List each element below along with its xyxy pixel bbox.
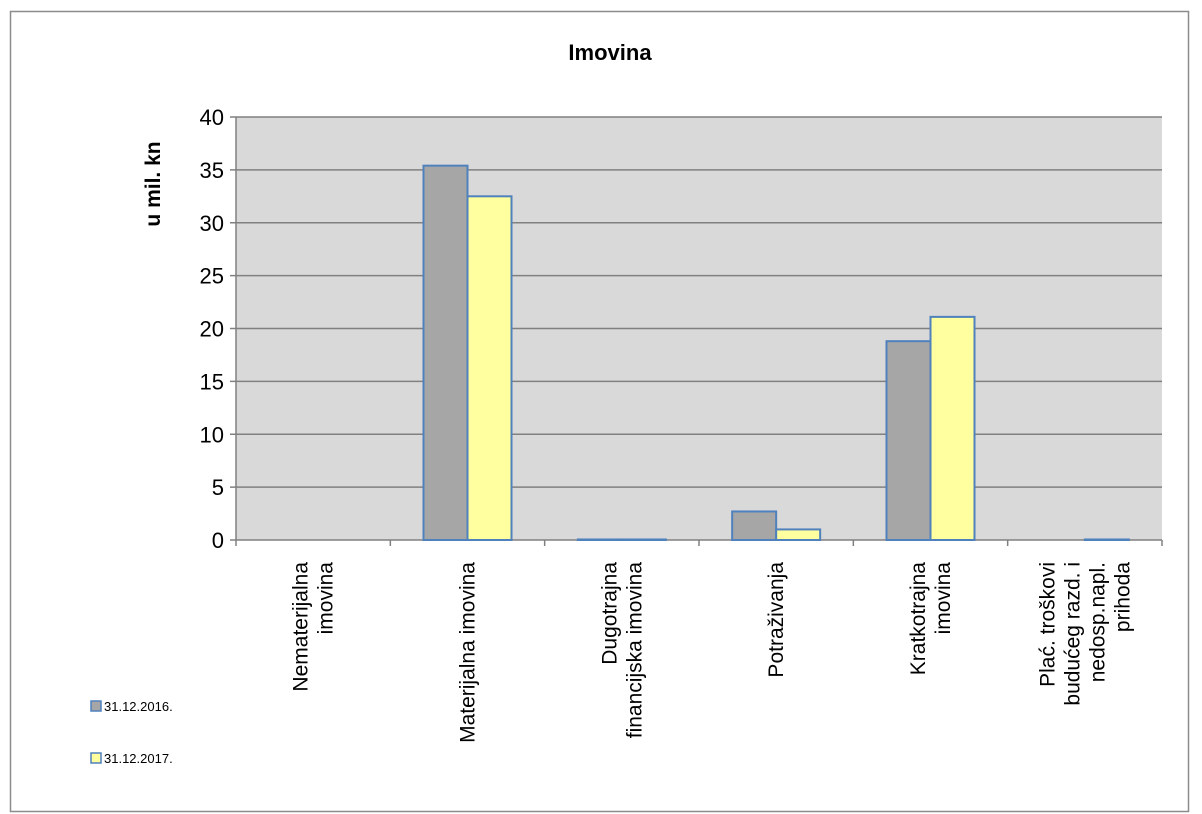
category-label-line: imovina: [315, 562, 338, 635]
category-label-line: Potraživanja: [765, 562, 788, 678]
category-label-line: prihoda: [1111, 562, 1134, 632]
bar: [1083, 538, 1130, 542]
legend-item: 31.12.2016.: [90, 699, 173, 714]
category-label-line: Materijalna imovina: [457, 562, 480, 743]
y-tick-label: 40: [200, 105, 224, 130]
legend-item: 31.12.2017.: [90, 751, 173, 766]
category-label: Plać. troškovi budućeg razd. i nedosp.napl…: [1036, 562, 1134, 706]
bar: [885, 340, 932, 541]
bar: [929, 315, 976, 541]
legend-label: 31.12.2016.: [104, 699, 173, 714]
category-label-line: Nematerijalna: [290, 562, 313, 692]
y-tick-label: 0: [212, 528, 224, 553]
chart-title: Imovina: [568, 40, 652, 65]
category-label: Kratkotrajna imovina: [907, 562, 955, 676]
y-axis-label: u mil. kn: [142, 141, 165, 226]
category-label: Dugotrajna financijska imovina: [598, 562, 646, 739]
y-tick-label: 30: [200, 211, 224, 236]
y-tick-label: 10: [200, 422, 224, 447]
category-label: Materijalna imovina: [457, 562, 480, 743]
legend: 31.12.2016. 31.12.2017.: [90, 699, 173, 766]
legend-swatch: [90, 700, 102, 712]
bar: [775, 528, 822, 541]
y-tick-label: 20: [200, 317, 224, 342]
category-label-line: imovina: [932, 562, 955, 635]
bar: [576, 538, 623, 542]
category-label-line: nedosp.napl.: [1086, 562, 1109, 682]
category-label-line: Dugotrajna: [598, 562, 621, 665]
category-label-line: Plać. troškovi: [1036, 562, 1059, 687]
category-label: Potraživanja: [765, 562, 788, 678]
y-tick-label: 25: [200, 264, 224, 289]
category-label-line: budućeg razd. i: [1061, 562, 1084, 706]
bar: [466, 195, 513, 541]
category-labels: Nematerijalna imovina Materijalna imovina D…: [290, 562, 1135, 743]
legend-label: 31.12.2017.: [104, 751, 173, 766]
legend-swatch: [90, 752, 102, 764]
y-tick-label: 15: [200, 369, 224, 394]
y-tick-label: 35: [200, 158, 224, 183]
category-label-line: Kratkotrajna: [907, 562, 930, 676]
y-tick-label: 5: [212, 475, 224, 500]
category-label: Nematerijalna imovina: [290, 562, 338, 692]
bar: [731, 510, 778, 542]
bar: [422, 164, 469, 542]
plot-area: 0 5 10 15 20 25 30 35 40: [200, 105, 1163, 553]
bar: [620, 538, 667, 542]
category-label-line: financijska imovina: [623, 562, 646, 739]
